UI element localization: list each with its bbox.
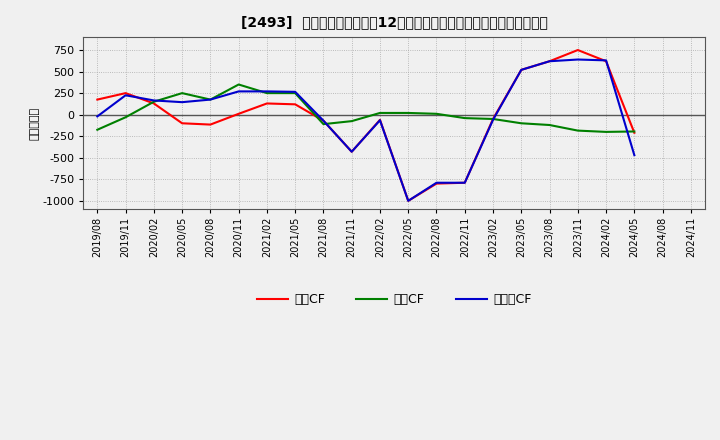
営業CF <box>630 130 639 136</box>
フリーCF <box>263 89 271 94</box>
フリーCF <box>121 93 130 98</box>
営業CF <box>178 121 186 126</box>
フリーCF <box>234 89 243 94</box>
投資CF <box>206 97 215 102</box>
Legend: 営業CF, 投資CF, フリーCF: 営業CF, 投資CF, フリーCF <box>251 288 536 311</box>
投資CF <box>347 118 356 124</box>
投資CF <box>319 121 328 127</box>
フリーCF <box>574 57 582 62</box>
営業CF <box>489 116 498 121</box>
投資CF <box>517 121 526 126</box>
営業CF <box>263 101 271 106</box>
営業CF <box>347 149 356 154</box>
営業CF <box>93 97 102 102</box>
フリーCF <box>404 198 413 203</box>
投資CF <box>432 111 441 117</box>
投資CF <box>93 127 102 132</box>
投資CF <box>545 122 554 128</box>
Y-axis label: （百万円）: （百万円） <box>30 107 40 140</box>
営業CF <box>461 180 469 185</box>
投資CF <box>630 129 639 134</box>
営業CF <box>319 118 328 123</box>
投資CF <box>178 91 186 96</box>
フリーCF <box>630 153 639 158</box>
営業CF <box>602 59 611 64</box>
投資CF <box>602 129 611 135</box>
営業CF <box>291 102 300 107</box>
Line: フリーCF: フリーCF <box>97 59 634 201</box>
投資CF <box>574 128 582 133</box>
フリーCF <box>206 97 215 102</box>
投資CF <box>461 115 469 121</box>
Line: 投資CF: 投資CF <box>97 84 634 132</box>
Line: 営業CF: 営業CF <box>97 50 634 201</box>
営業CF <box>150 101 158 106</box>
投資CF <box>404 110 413 116</box>
営業CF <box>206 122 215 127</box>
フリーCF <box>517 67 526 73</box>
フリーCF <box>489 117 498 122</box>
投資CF <box>234 82 243 87</box>
営業CF <box>545 59 554 64</box>
営業CF <box>234 111 243 117</box>
Title: [2493]  キャッシュフローの12か月移動合計の対前年同期増減額の推移: [2493] キャッシュフローの12か月移動合計の対前年同期増減額の推移 <box>240 15 547 29</box>
フリーCF <box>319 118 328 123</box>
フリーCF <box>461 180 469 185</box>
フリーCF <box>347 149 356 154</box>
営業CF <box>121 91 130 96</box>
営業CF <box>376 117 384 122</box>
フリーCF <box>178 99 186 105</box>
営業CF <box>432 181 441 186</box>
フリーCF <box>376 117 384 123</box>
営業CF <box>574 48 582 53</box>
投資CF <box>489 116 498 121</box>
フリーCF <box>150 98 158 103</box>
営業CF <box>404 198 413 203</box>
投資CF <box>291 91 300 96</box>
フリーCF <box>545 59 554 64</box>
投資CF <box>263 91 271 96</box>
フリーCF <box>602 58 611 63</box>
営業CF <box>517 67 526 73</box>
フリーCF <box>291 89 300 95</box>
投資CF <box>150 99 158 104</box>
投資CF <box>121 114 130 120</box>
投資CF <box>376 110 384 116</box>
フリーCF <box>93 114 102 119</box>
フリーCF <box>432 180 441 185</box>
